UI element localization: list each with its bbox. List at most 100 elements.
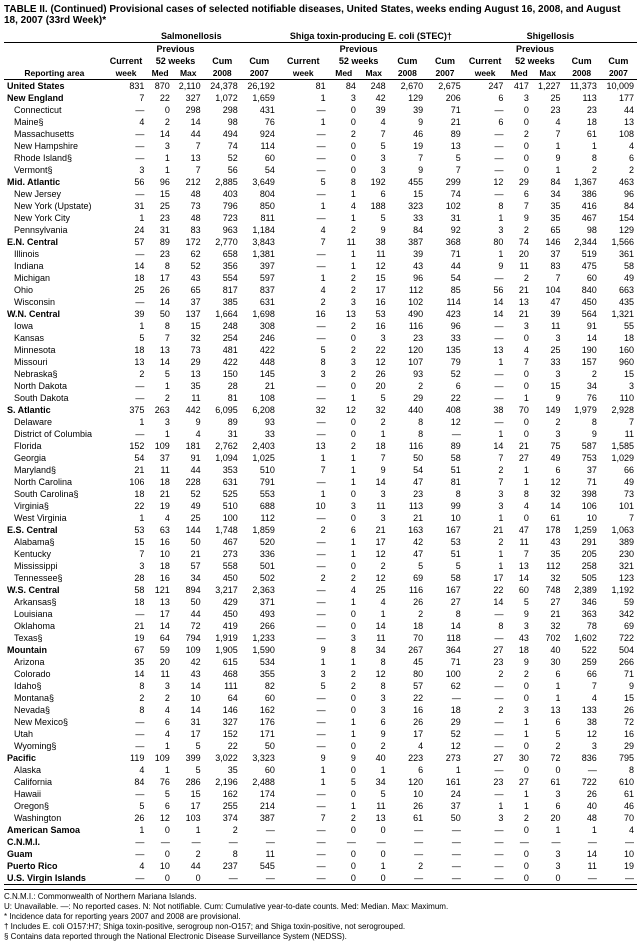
area-cell: Tennessee§ bbox=[4, 572, 105, 584]
data-cell: 6 bbox=[464, 92, 507, 104]
data-cell: 31 bbox=[173, 716, 204, 728]
data-cell: 79 bbox=[426, 356, 464, 368]
data-cell: 386 bbox=[563, 188, 599, 200]
data-cell: 3 bbox=[359, 488, 389, 500]
data-cell: 172 bbox=[173, 236, 204, 248]
data-cell: 106 bbox=[105, 476, 148, 488]
data-cell: 2 bbox=[329, 272, 359, 284]
data-cell: 65 bbox=[532, 224, 564, 236]
data-cell: 6 bbox=[464, 116, 507, 128]
data-cell: 44 bbox=[173, 860, 204, 872]
area-cell: Oregon§ bbox=[4, 800, 105, 812]
data-cell: — bbox=[426, 836, 464, 848]
data-cell: 502 bbox=[241, 572, 278, 584]
table-row: E.S. Central53631441,7481,85926211631672… bbox=[4, 524, 637, 536]
data-cell: 2 bbox=[389, 860, 427, 872]
data-cell: 61 bbox=[563, 128, 599, 140]
data-cell: 1 bbox=[359, 428, 389, 440]
data-cell: 353 bbox=[204, 464, 241, 476]
data-cell: 3 bbox=[532, 368, 564, 380]
data-cell: 13 bbox=[359, 812, 389, 824]
data-cell: 2 bbox=[105, 368, 148, 380]
data-cell: 19 bbox=[389, 140, 427, 152]
data-cell: — bbox=[105, 836, 148, 848]
data-cell: 46 bbox=[389, 128, 427, 140]
area-cell: U.S. Virgin Islands bbox=[4, 872, 105, 885]
data-cell: 1 bbox=[329, 452, 359, 464]
data-cell: 3 bbox=[329, 500, 359, 512]
data-cell: 11 bbox=[359, 800, 389, 812]
data-cell: 167 bbox=[426, 584, 464, 596]
data-cell: 273 bbox=[204, 548, 241, 560]
data-cell: 20 bbox=[532, 812, 564, 824]
data-cell: 356 bbox=[204, 260, 241, 272]
data-cell: 100 bbox=[426, 668, 464, 680]
data-cell: 116 bbox=[389, 320, 427, 332]
data-cell: 2,403 bbox=[241, 440, 278, 452]
data-cell: 5 bbox=[426, 152, 464, 164]
data-cell: 24 bbox=[105, 224, 148, 236]
col-med-0: Med bbox=[147, 67, 172, 80]
data-cell: 60 bbox=[241, 764, 278, 776]
table-row: Connecticut—0298298431—0393971—0232344 bbox=[4, 104, 637, 116]
data-cell: 321 bbox=[600, 560, 637, 572]
data-cell: — bbox=[278, 332, 329, 344]
data-cell: 63 bbox=[147, 524, 172, 536]
data-cell: 42 bbox=[359, 92, 389, 104]
data-cell: 1,227 bbox=[532, 80, 564, 93]
data-cell: 43 bbox=[532, 536, 564, 548]
area-cell: Alabama§ bbox=[4, 536, 105, 548]
data-cell: 2 bbox=[506, 812, 531, 824]
data-cell: 0 bbox=[329, 704, 359, 716]
area-cell: New Mexico§ bbox=[4, 716, 105, 728]
data-cell: 2 bbox=[506, 272, 531, 284]
data-cell: 2,363 bbox=[241, 584, 278, 596]
data-cell: 206 bbox=[426, 92, 464, 104]
data-cell: 51 bbox=[426, 548, 464, 560]
data-cell: 32 bbox=[359, 404, 389, 416]
data-cell: 16 bbox=[147, 536, 172, 548]
data-cell: 870 bbox=[147, 80, 172, 93]
data-cell: — bbox=[278, 152, 329, 164]
data-cell: 44 bbox=[173, 464, 204, 476]
data-cell: 0 bbox=[147, 104, 172, 116]
data-cell: 85 bbox=[426, 284, 464, 296]
data-cell: — bbox=[147, 836, 172, 848]
table-row: Mid. Atlantic56962122,8853,6495819245529… bbox=[4, 176, 637, 188]
data-cell: — bbox=[278, 392, 329, 404]
data-cell: 9 bbox=[506, 608, 531, 620]
data-cell: 1 bbox=[105, 824, 148, 836]
data-cell: 14 bbox=[147, 356, 172, 368]
data-cell: 327 bbox=[173, 92, 204, 104]
data-cell: 35 bbox=[173, 380, 204, 392]
data-cell: — bbox=[426, 692, 464, 704]
data-cell: 3 bbox=[147, 680, 172, 692]
data-cell: 0 bbox=[329, 560, 359, 572]
data-cell: 31 bbox=[105, 200, 148, 212]
table-row: Ohio2526658178374217112855621104840663 bbox=[4, 284, 637, 296]
data-cell: 3 bbox=[506, 92, 531, 104]
data-cell: 1 bbox=[464, 248, 507, 260]
data-cell: 3,217 bbox=[204, 584, 241, 596]
data-cell: 109 bbox=[147, 440, 172, 452]
data-cell: 21 bbox=[147, 488, 172, 500]
data-cell: 894 bbox=[173, 584, 204, 596]
data-cell: 2,196 bbox=[204, 776, 241, 788]
table-row: Wisconsin—143738563123161021141413474504… bbox=[4, 296, 637, 308]
data-cell: — bbox=[426, 848, 464, 860]
data-cell: 71 bbox=[600, 668, 637, 680]
table-row: Mississippi31857558501—0255113112258321 bbox=[4, 560, 637, 572]
col-cum08-1: 2008 bbox=[389, 67, 427, 80]
data-cell: 22 bbox=[389, 692, 427, 704]
area-cell: Minnesota bbox=[4, 344, 105, 356]
data-cell: 9 bbox=[389, 116, 427, 128]
data-cell: 363 bbox=[563, 608, 599, 620]
data-cell: 89 bbox=[147, 236, 172, 248]
data-cell: 1 bbox=[105, 416, 148, 428]
data-cell: 12 bbox=[329, 404, 359, 416]
data-cell: 13 bbox=[173, 152, 204, 164]
data-cell: 18 bbox=[105, 344, 148, 356]
data-cell: 5 bbox=[173, 764, 204, 776]
table-row: Arizona352042615534118457123930259266 bbox=[4, 656, 637, 668]
data-cell: 72 bbox=[600, 716, 637, 728]
